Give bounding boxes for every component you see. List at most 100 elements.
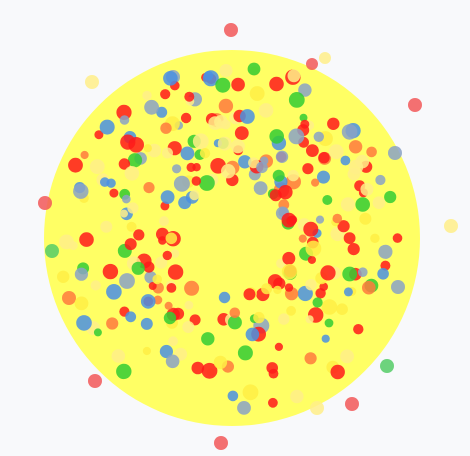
arena-dot (281, 212, 297, 228)
arena-dot (163, 311, 177, 325)
arena-dot (68, 157, 83, 173)
arena-dot (274, 342, 283, 351)
arena-dot (303, 221, 319, 237)
arena-dot (342, 266, 358, 282)
arena-dot (340, 197, 356, 212)
arena-dot (159, 344, 173, 359)
arena-dot (76, 315, 92, 331)
arena-dot (142, 90, 152, 101)
arena-dot (343, 232, 356, 245)
arena-dot (100, 177, 110, 187)
arena-dot (269, 129, 285, 144)
arena-dot (219, 64, 233, 77)
arena-dot (152, 274, 162, 285)
arena-dot (253, 311, 265, 324)
arena-dot (120, 209, 128, 218)
arena-dot (227, 390, 239, 402)
arena-dot (162, 147, 173, 159)
arena-dot (358, 267, 368, 278)
arena-dot (153, 295, 163, 305)
arena-dot (324, 318, 334, 328)
arena-dot (284, 283, 294, 292)
arena-dot (327, 117, 340, 130)
arena-dot (370, 233, 380, 243)
arena-dot (230, 139, 245, 154)
arena-dot (234, 126, 249, 140)
arena-dot (172, 164, 182, 174)
arena-dot (191, 176, 201, 186)
arena-dot (340, 349, 354, 364)
arena-dot (160, 122, 172, 134)
arena-dot (337, 220, 350, 233)
arena-dot (336, 303, 348, 316)
arena-dot (168, 336, 179, 347)
arena-dot (242, 384, 259, 401)
arena-dot (201, 332, 215, 346)
outer-dot (214, 436, 228, 450)
arena-dot (302, 163, 314, 175)
arena-dot (164, 301, 173, 310)
arena-dot (375, 174, 386, 186)
outer-dot (38, 196, 52, 210)
outer-dot (391, 280, 405, 294)
arena-dot (131, 261, 145, 275)
arena-dot (306, 144, 319, 158)
arena-dot (80, 150, 89, 160)
arena-dot (288, 128, 305, 145)
arena-dot (253, 181, 268, 196)
arena-dot (282, 251, 296, 265)
arena-dot (163, 71, 178, 86)
arena-dot (94, 130, 104, 140)
arena-dot (166, 283, 177, 293)
arena-dot (109, 188, 119, 198)
arena-dot (298, 234, 307, 243)
outer-dot (444, 219, 458, 233)
arena-dot (384, 190, 397, 204)
arena-dot (343, 287, 353, 297)
arena-dot (142, 346, 151, 356)
outer-dot (388, 146, 402, 160)
arena-dot (74, 296, 89, 311)
arena-dot (116, 104, 132, 120)
arena-dot (227, 315, 242, 330)
arena-dot (192, 163, 201, 172)
arena-dot (266, 362, 279, 374)
arena-dot (119, 273, 135, 289)
arena-dot (184, 300, 194, 310)
arena-dot (126, 221, 137, 232)
arena-dot (315, 288, 326, 299)
arena-dot (140, 294, 156, 309)
arena-dot (221, 164, 236, 179)
arena-dot (305, 240, 322, 257)
arena-dot (155, 256, 168, 269)
arena-dot (360, 182, 374, 196)
arena-dot (330, 364, 345, 380)
arena-dot (140, 317, 153, 330)
arena-dot (127, 153, 143, 168)
arena-dot (268, 397, 278, 408)
arena-dot (245, 327, 260, 342)
arena-dot (201, 362, 218, 379)
arena-dot (288, 92, 305, 108)
arena-dot (106, 317, 119, 330)
arena-dot (119, 115, 130, 125)
arena-dot (180, 146, 195, 161)
arena-dot (377, 268, 389, 280)
arena-dot (89, 159, 105, 175)
arena-dot (332, 213, 343, 224)
arena-dot (348, 159, 364, 175)
arena-dot (378, 244, 393, 259)
outer-dot (319, 52, 331, 64)
arena-dot (99, 119, 115, 135)
arena-dot (218, 98, 234, 114)
arena-dot (122, 194, 131, 204)
arena-dot (111, 349, 126, 363)
arena-dot (261, 283, 273, 295)
arena-dot (341, 124, 358, 140)
arena-dot (213, 355, 228, 370)
outer-dot (62, 291, 76, 305)
arena-dot (158, 236, 167, 245)
outer-dot (408, 98, 422, 112)
